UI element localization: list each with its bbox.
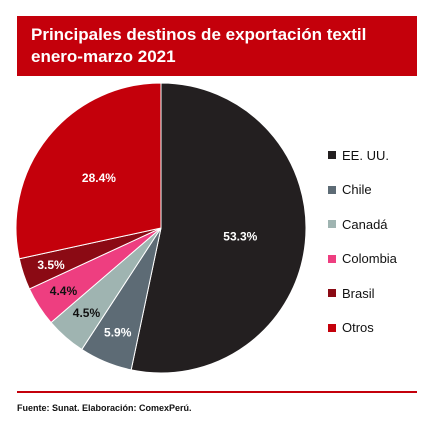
data-label-chile: 5.9% [104, 325, 132, 339]
chart-title-line-2: enero-marzo 2021 [31, 47, 176, 66]
pie-slice-ee-uu [130, 82, 307, 374]
legend-label-ee-uu: EE. UU. [342, 147, 389, 163]
legend-swatch-brasil [328, 289, 336, 298]
source-note: Fuente: Sunat. Elaboración: ComexPerú. [17, 403, 192, 413]
legend-swatch-canada [328, 220, 336, 229]
legend-item-brasil: Brasil [328, 276, 397, 311]
legend-swatch-otros [328, 323, 336, 332]
pie-chart: 53.3% 5.9%4.5% 4.4% 3.5% 28.4% [15, 82, 307, 374]
chart-legend: EE. UU. Chile Canadá Colombia Brasil Otros [328, 138, 397, 345]
legend-item-canada: Canadá [328, 207, 397, 242]
legend-swatch-colombia [328, 254, 336, 263]
legend-item-otros: Otros [328, 311, 397, 346]
legend-item-ee-uu: EE. UU. [328, 138, 397, 173]
legend-label-canada: Canadá [342, 216, 388, 232]
legend-item-colombia: Colombia [328, 242, 397, 277]
legend-label-chile: Chile [342, 182, 372, 198]
data-label-otros: 28.4% [82, 171, 116, 185]
chart-title-line-1: Principales destinos de exportación text… [31, 25, 367, 44]
legend-item-chile: Chile [328, 173, 397, 208]
data-label-canada: 4.5% [73, 306, 101, 320]
legend-swatch-chile [328, 185, 336, 194]
legend-label-colombia: Colombia [342, 251, 397, 267]
legend-label-otros: Otros [342, 320, 374, 336]
pie-slice-otros [15, 82, 162, 260]
data-label-brasil: 3.5% [37, 258, 65, 272]
legend-label-brasil: Brasil [342, 285, 375, 301]
chart-title-banner: Principales destinos de exportación text… [17, 16, 417, 76]
legend-swatch-ee-uu [328, 151, 336, 160]
source-divider [17, 391, 417, 393]
data-label-ee-uu: 53.3% [223, 229, 257, 243]
data-label-colombia: 4.4% [50, 284, 78, 298]
